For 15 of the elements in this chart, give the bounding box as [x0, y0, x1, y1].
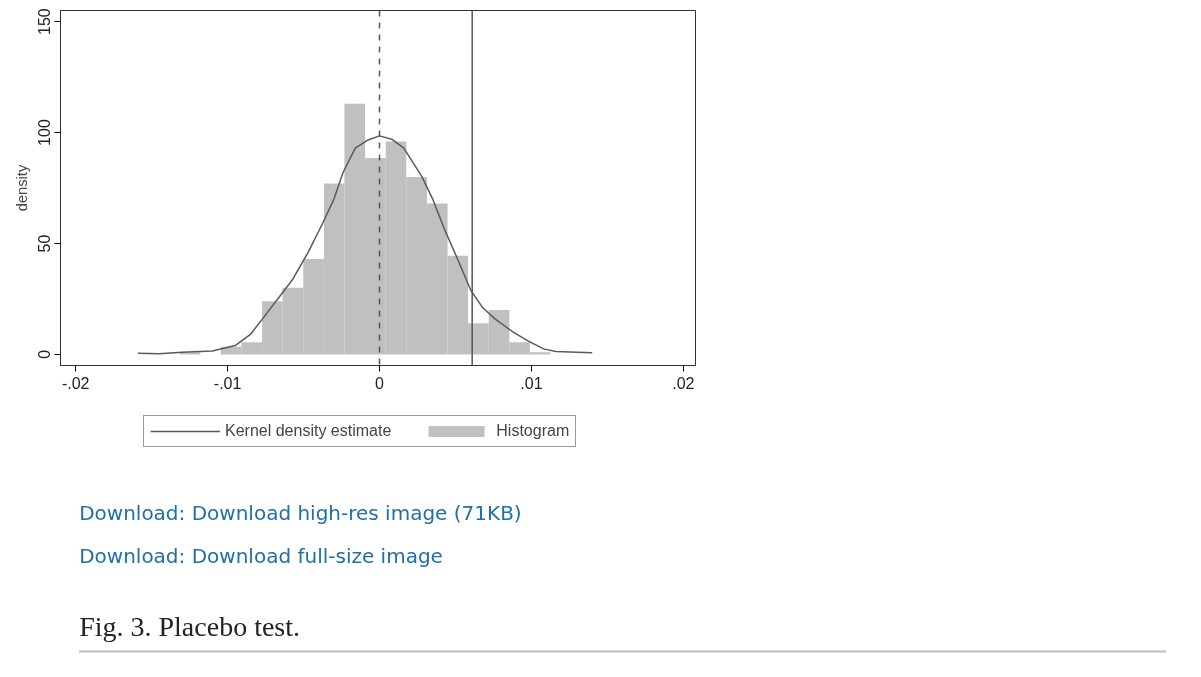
- caption: Fig. 3. Placebo test.: [79, 611, 301, 642]
- legend-label: Histogram: [496, 422, 570, 440]
- x-tick-label: .02: [672, 374, 695, 392]
- y-axis-title: density: [13, 164, 30, 212]
- y-tick-label: 100: [35, 119, 53, 146]
- x-tick-label: .01: [520, 374, 543, 392]
- x-tick-label: -.01: [213, 374, 242, 392]
- y-tick-label: 50: [35, 234, 53, 253]
- y-tick-label: 150: [35, 8, 53, 35]
- x-tick-label: -.02: [61, 374, 90, 392]
- legend-label: Kernel density estimate: [225, 422, 392, 440]
- x-tick-label: 0: [375, 374, 385, 392]
- text: Download: Download high-res image (71KB): [79, 500, 522, 525]
- y-tick-label: 0: [35, 349, 53, 359]
- text: Download: Download full-size image: [79, 543, 443, 568]
